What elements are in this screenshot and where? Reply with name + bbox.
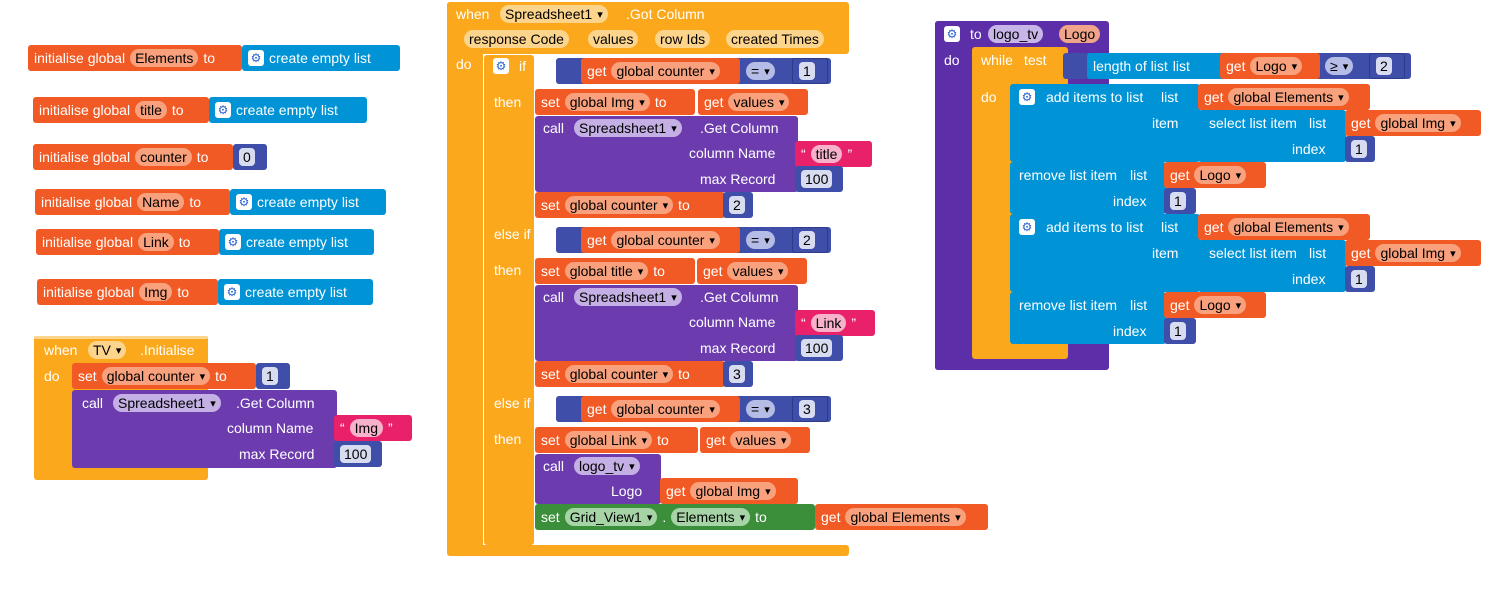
init-global-elements-block[interactable]: initialise global Elements to: [28, 45, 242, 71]
procedure-name-field[interactable]: logo_tv: [988, 25, 1044, 43]
var-name-field[interactable]: Link: [138, 233, 174, 251]
init-global-img-block[interactable]: initialise global Img to: [37, 279, 218, 305]
number-block[interactable]: 2: [1369, 53, 1405, 79]
create-empty-list-block[interactable]: ⚙ create empty list: [230, 189, 386, 215]
create-empty-list-block[interactable]: ⚙ create empty list: [242, 45, 400, 71]
get-values-block[interactable]: get values: [697, 258, 807, 284]
remove-list-item-block[interactable]: [1010, 162, 1166, 214]
number-block[interactable]: 100: [334, 441, 382, 467]
number-block[interactable]: 1: [792, 58, 828, 84]
get-global-img-block[interactable]: get global Img: [660, 478, 798, 504]
gear-icon[interactable]: ⚙: [225, 234, 241, 250]
var-name-field[interactable]: Img: [139, 283, 173, 301]
gear-icon[interactable]: ⚙: [493, 58, 509, 74]
number-block[interactable]: 1: [1164, 318, 1196, 344]
number-block[interactable]: 0: [233, 144, 267, 170]
get-values-block[interactable]: get values: [700, 427, 810, 453]
number-field[interactable]: 0: [239, 148, 255, 166]
var-name-field[interactable]: Elements: [130, 49, 199, 67]
variable-dropdown[interactable]: global counter: [101, 367, 211, 385]
gear-icon[interactable]: ⚙: [236, 194, 252, 210]
var-name-field[interactable]: Name: [137, 193, 185, 211]
component-dropdown[interactable]: TV: [88, 341, 127, 359]
add-items-to-list-block[interactable]: [1010, 214, 1200, 292]
get-values-block[interactable]: get values: [698, 89, 808, 115]
remove-list-item-block[interactable]: [1010, 292, 1166, 344]
gear-icon[interactable]: ⚙: [248, 50, 264, 66]
gear-icon[interactable]: ⚙: [1019, 89, 1035, 105]
if-block[interactable]: [484, 55, 534, 545]
got-column-spine: [447, 2, 483, 555]
set-global-counter-block[interactable]: set global counter to: [535, 361, 725, 387]
text-block[interactable]: “ Img ”: [334, 415, 412, 441]
init-global-counter-block[interactable]: initialise global counter to: [33, 144, 233, 170]
number-block[interactable]: 100: [795, 166, 843, 192]
gear-icon[interactable]: ⚙: [1019, 219, 1035, 235]
block-highlight: [34, 336, 208, 339]
number-block[interactable]: 1: [1345, 136, 1375, 162]
component-dropdown[interactable]: Spreadsheet1: [574, 119, 682, 137]
number-block[interactable]: 2: [723, 192, 753, 218]
text-block[interactable]: “ Link ”: [795, 310, 875, 336]
param-logo[interactable]: Logo: [1059, 25, 1101, 43]
component-dropdown[interactable]: Spreadsheet1: [113, 394, 221, 412]
create-empty-list-block[interactable]: ⚙ create empty list: [219, 229, 374, 255]
get-logo-block[interactable]: get Logo: [1220, 53, 1320, 79]
operator-dropdown[interactable]: =: [746, 400, 775, 418]
number-block[interactable]: 1: [256, 363, 290, 389]
procedure-dropdown[interactable]: logo_tv: [574, 457, 640, 475]
number-block[interactable]: 3: [723, 361, 753, 387]
gear-icon[interactable]: ⚙: [215, 102, 231, 118]
get-global-elements-block[interactable]: get global Elements: [1198, 84, 1370, 110]
select-list-item-block[interactable]: [1198, 240, 1346, 292]
set-global-link-block[interactable]: set global Link to: [535, 427, 698, 453]
set-global-title-block[interactable]: set global title to: [535, 258, 695, 284]
quote-open-icon: “: [340, 420, 345, 436]
add-items-to-list-block[interactable]: [1010, 84, 1200, 162]
operator-dropdown[interactable]: =: [746, 231, 775, 249]
number-block[interactable]: 2: [792, 227, 828, 253]
number-block[interactable]: 100: [795, 335, 843, 361]
param-row-ids[interactable]: row Ids: [655, 30, 711, 48]
create-empty-list-block[interactable]: ⚙ create empty list: [209, 97, 367, 123]
component-dropdown[interactable]: Spreadsheet1: [500, 5, 608, 23]
number-block[interactable]: 3: [792, 396, 828, 422]
set-global-counter-block[interactable]: set global counter to: [72, 363, 256, 389]
operator-dropdown[interactable]: =: [746, 62, 775, 80]
number-block[interactable]: 1: [1164, 188, 1196, 214]
init-global-title-block[interactable]: initialise global title to: [33, 97, 209, 123]
create-empty-list-block[interactable]: ⚙ create empty list: [218, 279, 373, 305]
param-created-times[interactable]: created Times: [726, 30, 824, 48]
var-name-field[interactable]: title: [135, 101, 167, 119]
get-global-img-block[interactable]: get global Img: [1345, 110, 1481, 136]
get-global-img-block[interactable]: get global Img: [1345, 240, 1481, 266]
set-grid-elements-block[interactable]: set Grid_View1 . Elements to: [535, 504, 815, 530]
gear-icon[interactable]: ⚙: [944, 26, 960, 42]
get-logo-block[interactable]: get Logo: [1164, 162, 1266, 188]
component-dropdown[interactable]: Spreadsheet1: [574, 288, 682, 306]
operator-dropdown[interactable]: ≥: [1325, 57, 1354, 75]
get-global-counter-block[interactable]: get global counter: [581, 58, 740, 84]
param-values[interactable]: values: [588, 30, 639, 48]
get-global-elements-block[interactable]: get global Elements: [1198, 214, 1370, 240]
quote-close-icon: ”: [388, 420, 393, 436]
got-column-footer: [447, 545, 849, 556]
select-list-item-block[interactable]: [1198, 110, 1346, 162]
get-logo-block[interactable]: get Logo: [1164, 292, 1266, 318]
gear-icon[interactable]: ⚙: [224, 284, 240, 300]
get-global-counter-block[interactable]: get global counter: [581, 396, 740, 422]
set-global-counter-block[interactable]: set global counter to: [535, 192, 725, 218]
get-global-elements-block[interactable]: get global Elements: [815, 504, 988, 530]
procedure-spine: [935, 21, 971, 370]
init-global-name-block[interactable]: initialise global Name to: [35, 189, 230, 215]
var-name-field[interactable]: counter: [135, 148, 192, 166]
param-response-code[interactable]: response Code: [464, 30, 569, 48]
get-global-counter-block[interactable]: get global counter: [581, 227, 740, 253]
text-block[interactable]: “ title ”: [795, 141, 872, 167]
init-global-link-block[interactable]: initialise global Link to: [36, 229, 219, 255]
set-global-img-block[interactable]: set global Img to: [535, 89, 695, 115]
number-block[interactable]: 1: [1345, 266, 1375, 292]
